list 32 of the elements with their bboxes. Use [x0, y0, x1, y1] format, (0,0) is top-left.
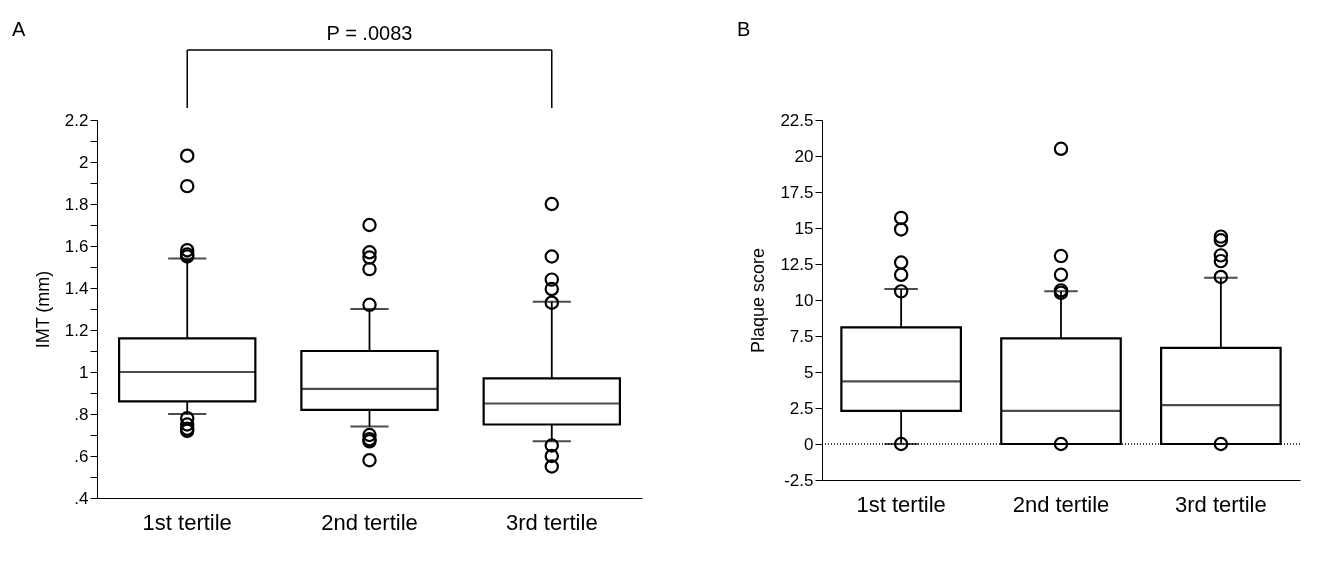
y-tick-label: 0: [804, 434, 814, 454]
x-tick-label: 3rd tertile: [505, 509, 598, 535]
text: B: [737, 18, 751, 40]
y-tick-label: 10: [794, 290, 814, 310]
y-tick-label: 1: [79, 362, 89, 382]
y-tick-label: 7.5: [789, 326, 814, 346]
y-tick-label: 2.5: [789, 398, 814, 418]
y-tick-label: -2.5: [784, 470, 814, 490]
y-tick-label: .8: [74, 404, 89, 424]
x-tick-label: 2nd tertile: [321, 509, 418, 535]
y-tick-label: 5: [804, 362, 814, 382]
x-tick-label: 3rd tertile: [1175, 491, 1267, 517]
y-tick-label: 17.5: [780, 182, 814, 202]
y-tick-label: 1.8: [64, 194, 89, 214]
y-tick-label: 1.4: [64, 278, 89, 298]
y-tick-label: 1.2: [64, 320, 89, 340]
y-tick-label: 2: [79, 152, 89, 172]
y-tick-label: .4: [74, 488, 89, 508]
text: A: [12, 18, 26, 40]
y-tick-label: 1.6: [64, 236, 89, 256]
y-axis-title: IMT (mm): [32, 270, 53, 349]
y-tick-label: 2.2: [64, 110, 89, 130]
y-tick-label: 12.5: [780, 254, 814, 274]
x-tick-label: 2nd tertile: [1012, 491, 1110, 517]
y-tick-label: .6: [74, 446, 89, 466]
y-tick-label: 22.5: [780, 110, 814, 130]
text: P = .0083: [326, 22, 413, 44]
y-axis-title: Plaque score: [748, 247, 769, 354]
y-tick-label: 20: [794, 146, 814, 166]
x-tick-label: 1st tertile: [142, 509, 232, 535]
x-tick-label: 1st tertile: [856, 491, 946, 517]
y-tick-label: 15: [794, 218, 814, 238]
